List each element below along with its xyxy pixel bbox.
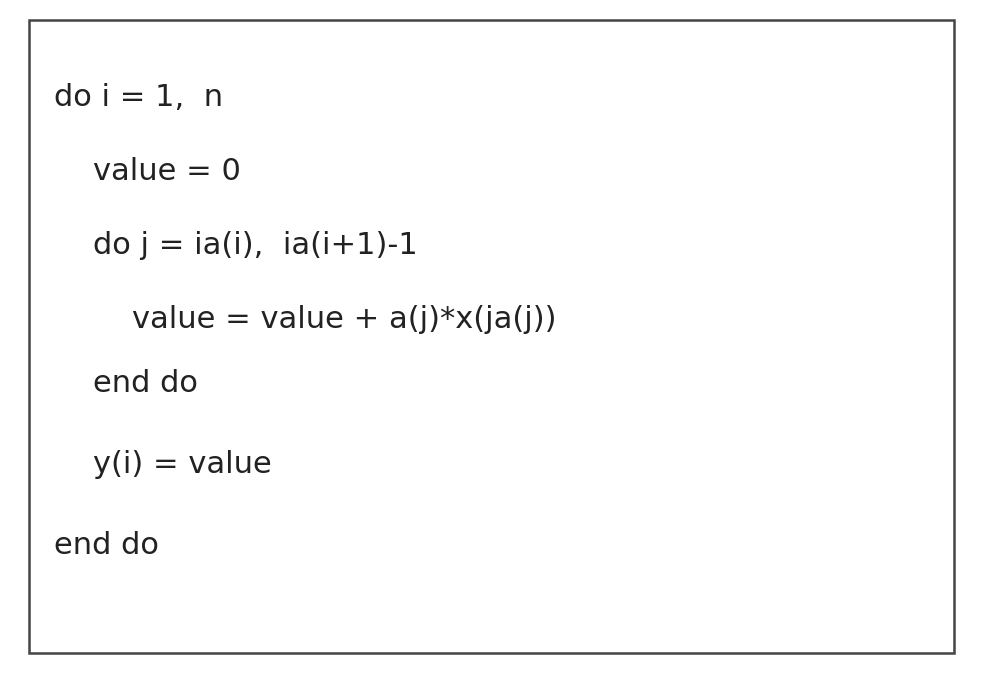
FancyBboxPatch shape xyxy=(29,20,954,653)
Text: end do: end do xyxy=(54,369,198,398)
Text: end do: end do xyxy=(54,530,159,560)
Text: value = 0: value = 0 xyxy=(54,157,241,186)
Text: do j = ia(i),  ia(i+1)-1: do j = ia(i), ia(i+1)-1 xyxy=(54,231,418,260)
Text: do i = 1,  n: do i = 1, n xyxy=(54,83,223,112)
Text: y(i) = value: y(i) = value xyxy=(54,450,272,479)
Text: value = value + a(j)*x(ja(j)): value = value + a(j)*x(ja(j)) xyxy=(54,305,556,334)
